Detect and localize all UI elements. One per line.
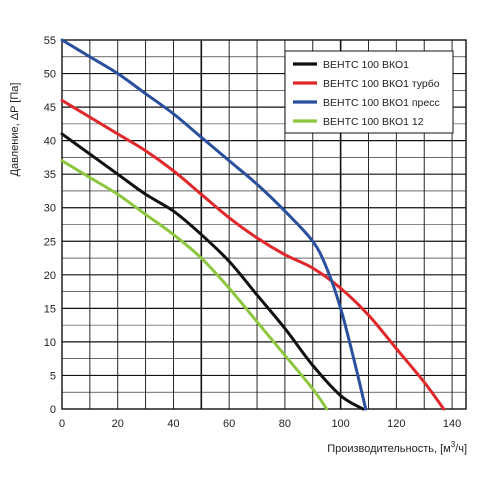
legend-label-4: ВЕНТС 100 ВКО1 12 (323, 116, 424, 128)
y-tick-label: 10 (44, 337, 56, 349)
series-line-1 (60, 132, 365, 411)
x-tick-label: 120 (387, 418, 405, 430)
x-tick-label: 80 (279, 418, 291, 430)
series-line-4 (60, 159, 329, 411)
legend-label-3: ВЕНТС 100 ВКО1 пресс (323, 97, 440, 109)
y-tick-label: 25 (44, 236, 56, 248)
y-axis-label: Давление, ΔP [Па] (9, 83, 21, 177)
x-tick-label: 140 (443, 418, 461, 430)
plot-frame (61, 39, 467, 410)
y-tick-label: 5 (50, 370, 56, 382)
x-tick-label: 20 (112, 418, 124, 430)
y-tick-label: 45 (44, 102, 56, 114)
legend-items: ВЕНТС 100 ВКО1 ВЕНТС 100 ВКО1 турбо ВЕНТС … (293, 59, 440, 128)
legend-label-2: ВЕНТС 100 ВКО1 турбо (323, 78, 440, 90)
x-tick-label: 60 (223, 418, 235, 430)
y-tick-label: 0 (50, 404, 56, 416)
y-tick-label: 30 (44, 203, 56, 215)
y-tick-label: 15 (44, 303, 56, 315)
x-tick-label: 40 (167, 418, 179, 430)
y-tick-label: 50 (44, 69, 56, 81)
x-tick-label: 100 (331, 418, 349, 430)
series-line-2 (60, 98, 446, 411)
legend: ВЕНТС 100 ВКО1 ВЕНТС 100 ВКО1 турбо ВЕНТС … (284, 50, 454, 134)
legend-label-1: ВЕНТС 100 ВКО1 (323, 59, 409, 71)
x-axis-label: Производительность, [м3/ч] (327, 440, 467, 455)
y-tick-label: 55 (44, 35, 56, 47)
tick-labels: 0 5 10 15 20 25 30 35 40 45 50 55 0 20 40 60 80 100 120 140 (44, 35, 461, 430)
y-tick-label: 20 (44, 270, 56, 282)
x-tick-label: 0 (59, 418, 65, 430)
y-tick-label: 40 (44, 136, 56, 148)
y-tick-label: 35 (44, 169, 56, 181)
series-line-3 (60, 38, 368, 411)
series-lines (60, 38, 446, 411)
